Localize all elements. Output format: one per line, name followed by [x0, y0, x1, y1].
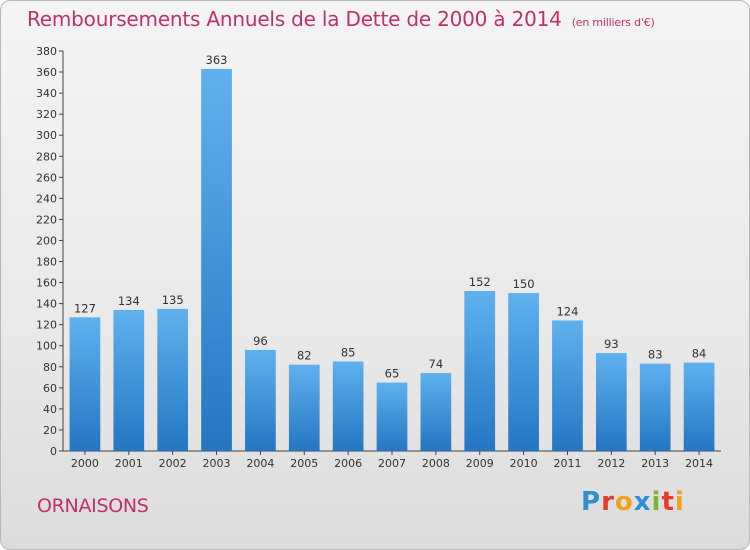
bar-value-label: 84 [692, 347, 707, 361]
x-tick-label: 2007 [378, 457, 406, 470]
bar-value-label: 134 [118, 294, 140, 308]
x-tick-label: 2001 [115, 457, 143, 470]
x-tick-label: 2009 [466, 457, 494, 470]
bar [595, 353, 627, 451]
y-tick-label: 340 [36, 87, 57, 100]
bar [420, 373, 452, 451]
y-tick-label: 120 [36, 319, 57, 332]
y-tick-label: 80 [43, 361, 57, 374]
x-tick-label: 2011 [553, 457, 581, 470]
x-tick-label: 2000 [71, 457, 99, 470]
logo-letter: i [651, 487, 662, 517]
proxiti-logo: Proxiti [581, 487, 685, 517]
logo-letter: r [601, 487, 615, 517]
y-tick-label: 180 [36, 256, 57, 269]
x-tick-label: 2010 [510, 457, 538, 470]
y-tick-label: 260 [36, 171, 57, 184]
logo-letter: o [614, 487, 634, 517]
chart-title: Remboursements Annuels de la Dette de 20… [27, 7, 655, 31]
y-tick-label: 160 [36, 277, 57, 290]
bar [332, 361, 364, 451]
x-tick-label: 2013 [641, 457, 669, 470]
bar [201, 68, 232, 451]
bar [683, 362, 715, 451]
logo-letter: x [633, 487, 652, 517]
y-tick-label: 200 [36, 234, 57, 247]
bar-value-label: 150 [513, 277, 535, 291]
bar-value-label: 127 [74, 301, 96, 315]
chart-subtitle: (en milliers d'€) [571, 16, 655, 29]
logo-letter: P [581, 487, 602, 517]
bar-value-label: 135 [162, 293, 184, 307]
bar-value-label: 152 [469, 275, 491, 289]
y-tick-label: 100 [36, 340, 57, 353]
x-tick-label: 2003 [203, 457, 231, 470]
town-name: ORNAISONS [37, 495, 149, 517]
bar-value-label: 93 [604, 337, 619, 351]
bar [376, 382, 408, 451]
bar-value-label: 83 [648, 348, 663, 362]
y-tick-label: 140 [36, 298, 57, 311]
x-tick-label: 2002 [159, 457, 187, 470]
bar-value-label: 363 [206, 53, 228, 67]
logo-letter: t [661, 487, 675, 517]
bar-value-label: 65 [385, 367, 400, 381]
y-tick-label: 60 [43, 382, 57, 395]
bar [113, 309, 145, 451]
x-tick-label: 2014 [685, 457, 713, 470]
bar [245, 349, 276, 451]
y-tick-label: 240 [36, 192, 57, 205]
bar-value-label: 124 [556, 304, 578, 318]
bar-value-label: 74 [429, 357, 444, 371]
x-tick-label: 2008 [422, 457, 450, 470]
bar [508, 293, 539, 451]
y-tick-label: 0 [50, 445, 57, 458]
y-tick-label: 40 [43, 403, 57, 416]
chart-axes: 0 20 40 60 80 100 120 140 160 180 200 220 240 260 280 3… [36, 45, 721, 470]
x-tick-label: 2006 [334, 457, 362, 470]
x-tick-label: 2005 [290, 457, 318, 470]
y-tick-label: 320 [36, 108, 57, 121]
bar [288, 364, 320, 451]
x-tick-label: 2012 [597, 457, 625, 470]
bar-value-label: 96 [253, 334, 268, 348]
y-tick-label: 300 [36, 129, 57, 142]
chart-title-text: Remboursements Annuels de la Dette de 20… [27, 7, 562, 31]
y-tick-label: 280 [36, 150, 57, 163]
y-tick-label: 380 [36, 45, 57, 58]
y-tick-label: 360 [36, 66, 57, 79]
bar [69, 317, 101, 451]
bar [552, 320, 583, 451]
chart-bars: 127 134 135 363 96 82 85 65 74 152 150 124 93 83 84 [69, 53, 715, 451]
y-tick-label: 20 [43, 424, 57, 437]
y-tick-label: 220 [36, 213, 57, 226]
x-tick-label: 2004 [246, 457, 274, 470]
bar [157, 308, 189, 451]
bar [639, 363, 671, 451]
bar-value-label: 82 [297, 349, 312, 363]
bar-value-label: 85 [341, 346, 356, 360]
bar [464, 291, 496, 451]
logo-letter: i [674, 487, 685, 517]
